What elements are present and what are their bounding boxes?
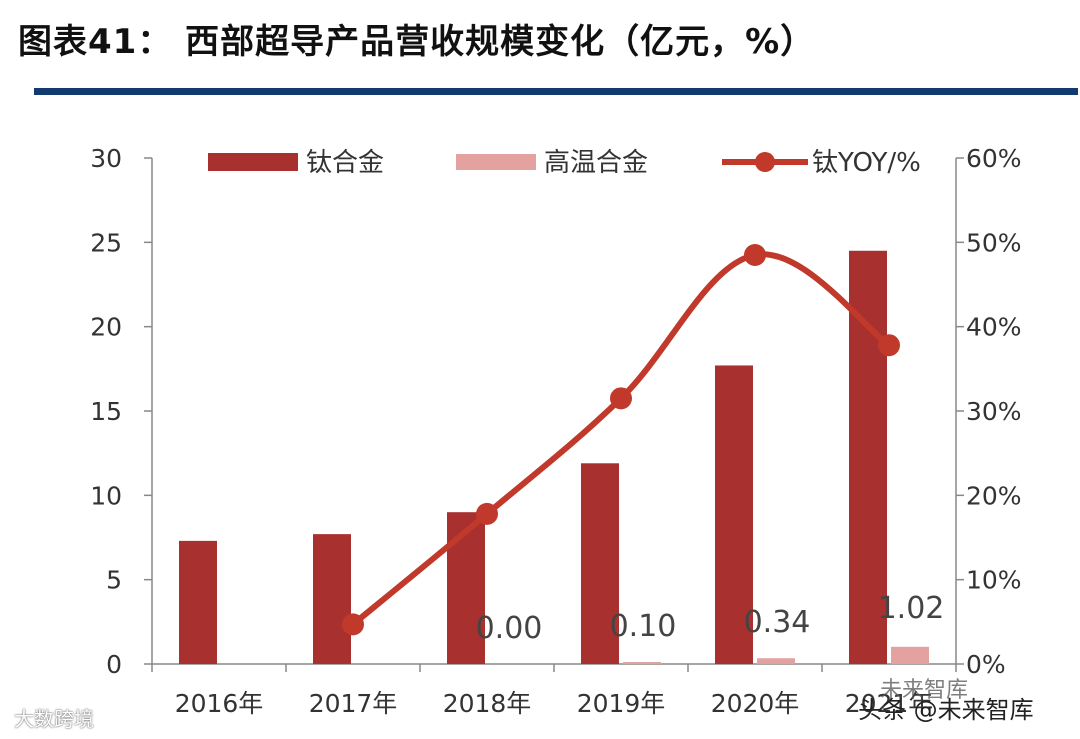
watermark-right: 头条 @未来智库 <box>858 696 1034 724</box>
watermark-right-top: 未来智库 <box>880 678 969 703</box>
point-titanium-yoy-2019年 <box>610 387 632 410</box>
x-tick-label: 2017年 <box>309 689 398 718</box>
superalloy-data-label: 0.34 <box>744 605 811 640</box>
y-right-tick-label: 20% <box>966 481 1022 510</box>
legend-swatch-titanium <box>208 153 298 171</box>
legend-marker-yoy <box>755 152 775 172</box>
y-left-tick-label: 30 <box>90 144 122 173</box>
legend-label-yoy: 钛YOY/% <box>812 148 921 178</box>
superalloy-data-label: 1.02 <box>878 591 945 626</box>
x-tick-label: 2019年 <box>577 689 666 718</box>
point-titanium-yoy-2017年 <box>342 613 364 636</box>
y-left-tick-label: 0 <box>106 650 122 679</box>
legend-label-titanium: 钛合金 <box>306 148 384 178</box>
point-titanium-yoy-2020年 <box>744 243 766 266</box>
y-right-tick-label: 40% <box>966 313 1022 342</box>
y-left-tick-label: 20 <box>90 313 122 342</box>
y-right-tick-label: 60% <box>966 144 1022 173</box>
x-tick-label: 2018年 <box>443 689 532 718</box>
y-left-tick-label: 5 <box>106 566 122 595</box>
bar-superalloy-2019年 <box>623 662 661 664</box>
point-titanium-yoy-2021年 <box>878 334 900 357</box>
bar-titanium-2020年 <box>715 365 753 664</box>
superalloy-data-label: 0.00 <box>476 611 543 646</box>
superalloy-data-label: 0.10 <box>610 609 677 644</box>
title-divider <box>34 88 1078 95</box>
y-right-tick-label: 0% <box>966 650 1006 679</box>
legend-swatch-superalloy <box>456 154 536 170</box>
y-left-tick-label: 25 <box>90 228 122 257</box>
x-tick-label: 2016年 <box>175 689 264 718</box>
bar-titanium-2021年 <box>849 250 887 664</box>
bar-titanium-2019年 <box>581 463 619 664</box>
point-titanium-yoy-2018年 <box>476 502 498 525</box>
y-left-tick-label: 10 <box>90 481 122 510</box>
line-titanium-yoy <box>350 251 892 628</box>
y-right-tick-label: 50% <box>966 228 1022 257</box>
legend-label-superalloy: 高温合金 <box>544 148 648 178</box>
y-left-tick-label: 15 <box>90 397 122 426</box>
watermark-left: 大数跨境 <box>14 707 94 731</box>
x-tick-label: 2021年 <box>845 689 934 718</box>
bar-titanium-2018年 <box>447 512 485 664</box>
bar-titanium-2016年 <box>179 540 217 664</box>
y-right-tick-label: 10% <box>966 566 1022 595</box>
y-right-tick-label: 30% <box>966 397 1022 426</box>
bar-superalloy-2020年 <box>757 658 795 664</box>
chart-title: 图表41： 西部超导产品营收规模变化（亿元，%） <box>18 22 816 62</box>
bar-titanium-2017年 <box>313 534 351 664</box>
bar-superalloy-2021年 <box>891 646 929 664</box>
x-tick-label: 2020年 <box>711 689 800 718</box>
